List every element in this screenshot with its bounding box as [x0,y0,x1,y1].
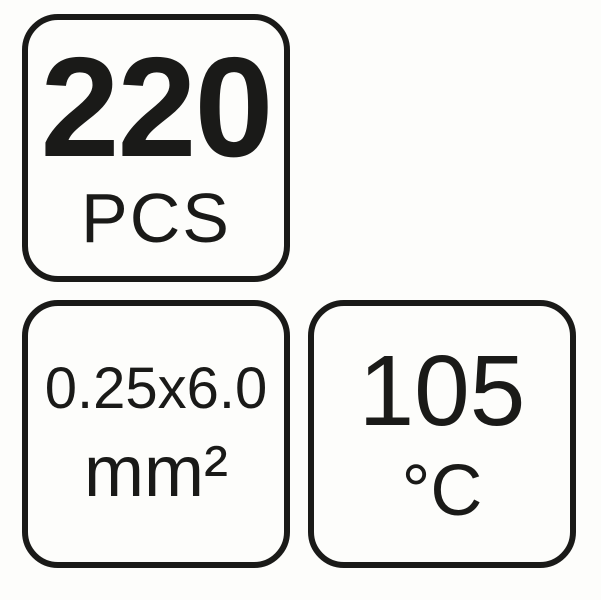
spec-canvas: 220 PCS 0.25x6.0 mm² 105 °C [0,0,601,600]
size-value: 0.25x6.0 [45,360,268,418]
temp-unit: °C [402,455,483,527]
tile-temp: 105 °C [308,300,576,568]
pcs-value: 220 [41,37,272,179]
tile-pcs: 220 PCS [22,14,290,282]
pcs-unit: PCS [81,183,231,253]
size-unit: mm² [84,436,228,508]
temp-value: 105 [359,341,526,441]
tile-size: 0.25x6.0 mm² [22,300,290,568]
